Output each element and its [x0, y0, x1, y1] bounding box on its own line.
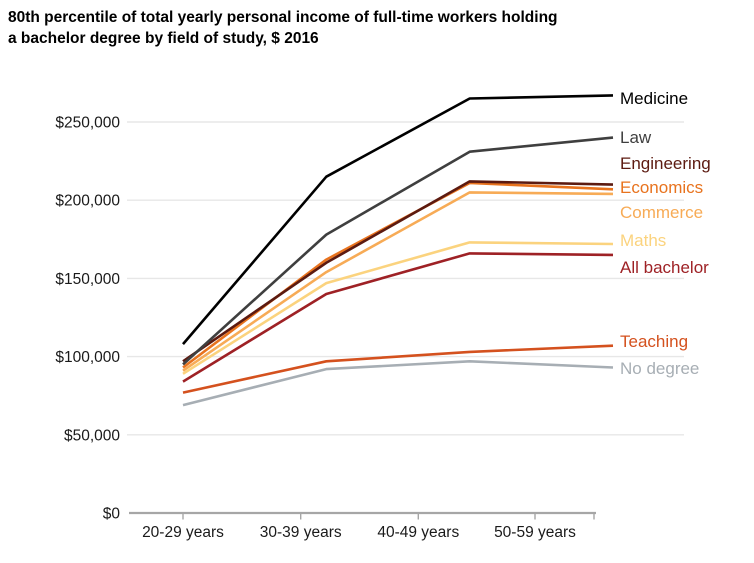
- series-label-all-bachelor: All bachelor: [620, 258, 709, 277]
- y-axis-tick-label: $0: [103, 506, 121, 523]
- series-line-maths: [182, 241, 614, 375]
- y-axis-tick-label: $250,000: [55, 115, 120, 132]
- y-axis-tick-label: $150,000: [55, 271, 120, 288]
- series-label-no-degree: No degree: [620, 359, 699, 378]
- series-line-medicine: [182, 94, 614, 345]
- series-line-no-degree: [182, 359, 614, 407]
- series-label-engineering: Engineering: [620, 154, 711, 173]
- series-line-teaching: [182, 344, 614, 394]
- series-line-commerce: [182, 191, 614, 372]
- y-axis-tick-label: $100,000: [55, 349, 120, 366]
- x-axis-tick-label: 50-59 years: [494, 524, 576, 541]
- series-line-law: [182, 136, 614, 366]
- chart-title: 80th percentile of total yearly personal…: [8, 9, 558, 47]
- x-axis-tick-label: 30-39 years: [260, 524, 342, 541]
- series-line-economics: [182, 181, 614, 369]
- x-axis-tick-label: 40-49 years: [377, 524, 459, 541]
- series-line-engineering: [182, 180, 614, 363]
- series-label-law: Law: [620, 128, 652, 147]
- series-label-commerce: Commerce: [620, 203, 703, 222]
- y-axis-tick-label: $50,000: [64, 427, 120, 444]
- y-axis-tick-label: $200,000: [55, 193, 120, 210]
- series-label-teaching: Teaching: [620, 332, 688, 351]
- x-axis-tick-label: 20-29 years: [142, 524, 224, 541]
- series-label-maths: Maths: [620, 231, 666, 250]
- series-label-economics: Economics: [620, 178, 703, 197]
- series-label-medicine: Medicine: [620, 89, 688, 108]
- series-line-all-bachelor: [182, 252, 614, 383]
